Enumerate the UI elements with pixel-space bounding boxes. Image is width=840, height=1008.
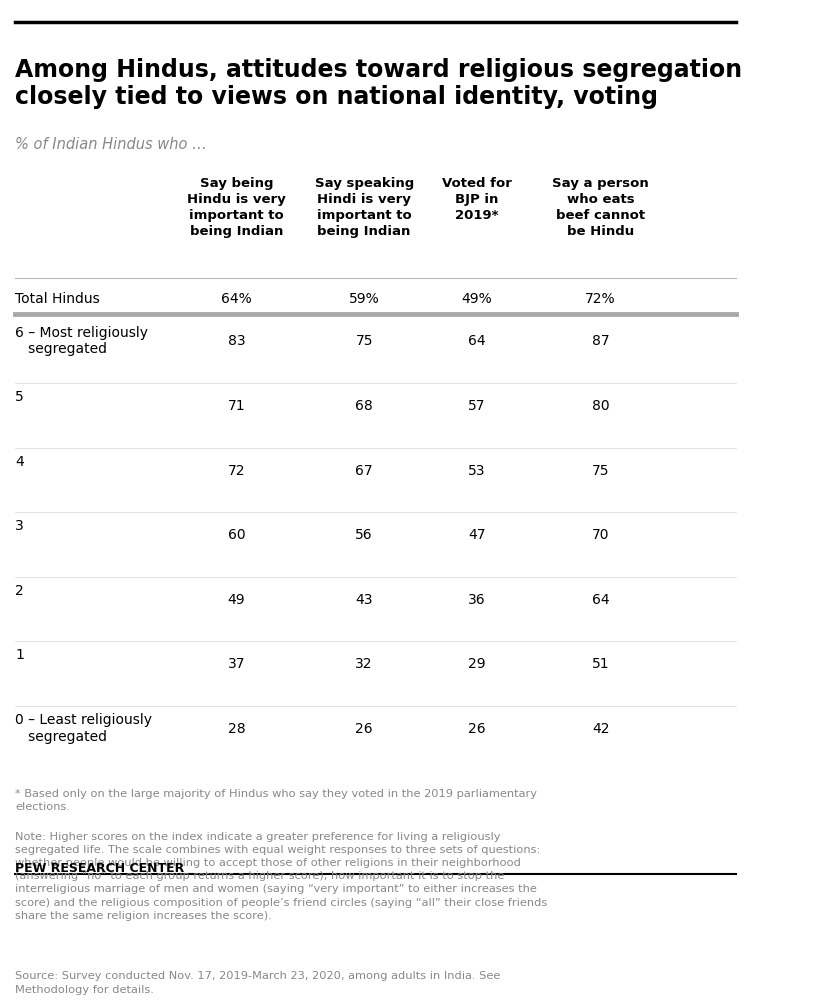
Text: 59%: 59% (349, 292, 380, 306)
Text: 6 – Most religiously
   segregated: 6 – Most religiously segregated (15, 326, 148, 356)
Text: 47: 47 (468, 528, 486, 542)
Text: 60: 60 (228, 528, 245, 542)
Text: 5: 5 (15, 390, 24, 404)
Text: Say speaking
Hindi is very
important to
being Indian: Say speaking Hindi is very important to … (314, 177, 414, 238)
Text: 87: 87 (592, 335, 610, 349)
Text: * Based only on the large majority of Hindus who say they voted in the 2019 parl: * Based only on the large majority of Hi… (15, 789, 537, 812)
Text: 1: 1 (15, 648, 24, 662)
Text: 37: 37 (228, 657, 245, 671)
Text: 68: 68 (355, 399, 373, 413)
Text: 2: 2 (15, 584, 24, 598)
Text: 26: 26 (468, 722, 486, 736)
Text: Voted for
BJP in
2019*: Voted for BJP in 2019* (442, 177, 512, 222)
Text: 0 – Least religiously
   segregated: 0 – Least religiously segregated (15, 713, 152, 744)
Text: 67: 67 (355, 464, 373, 478)
Text: 64: 64 (592, 593, 610, 607)
Text: 71: 71 (228, 399, 245, 413)
Text: 72%: 72% (585, 292, 616, 306)
Text: 75: 75 (355, 335, 373, 349)
Text: Note: Higher scores on the index indicate a greater preference for living a reli: Note: Higher scores on the index indicat… (15, 832, 548, 920)
Text: Say a person
who eats
beef cannot
be Hindu: Say a person who eats beef cannot be Hin… (553, 177, 649, 238)
Text: Say being
Hindu is very
important to
being Indian: Say being Hindu is very important to bei… (187, 177, 286, 238)
Text: 64: 64 (468, 335, 486, 349)
Text: 32: 32 (355, 657, 373, 671)
Text: 26: 26 (355, 722, 373, 736)
Text: 57: 57 (468, 399, 486, 413)
Text: PEW RESEARCH CENTER: PEW RESEARCH CENTER (15, 862, 184, 875)
Text: 49%: 49% (461, 292, 492, 306)
Text: 75: 75 (592, 464, 610, 478)
Text: 70: 70 (592, 528, 610, 542)
Text: 43: 43 (355, 593, 373, 607)
Text: Source: Survey conducted Nov. 17, 2019-March 23, 2020, among adults in India. Se: Source: Survey conducted Nov. 17, 2019-M… (15, 972, 501, 995)
Text: % of Indian Hindus who …: % of Indian Hindus who … (15, 137, 207, 152)
Text: 42: 42 (592, 722, 610, 736)
Text: Among Hindus, attitudes toward religious segregation
closely tied to views on na: Among Hindus, attitudes toward religious… (15, 57, 743, 109)
Text: 83: 83 (228, 335, 245, 349)
Text: 36: 36 (468, 593, 486, 607)
Text: 3: 3 (15, 519, 24, 533)
Text: 51: 51 (592, 657, 610, 671)
Text: 53: 53 (468, 464, 486, 478)
Text: 4: 4 (15, 455, 24, 469)
Text: 64%: 64% (221, 292, 252, 306)
Text: Total Hindus: Total Hindus (15, 292, 100, 306)
Text: 72: 72 (228, 464, 245, 478)
Text: 29: 29 (468, 657, 486, 671)
Text: 28: 28 (228, 722, 245, 736)
Text: 49: 49 (228, 593, 245, 607)
Text: 56: 56 (355, 528, 373, 542)
Text: 80: 80 (592, 399, 610, 413)
